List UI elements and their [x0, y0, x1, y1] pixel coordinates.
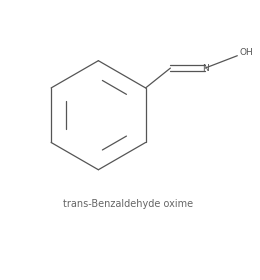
Text: N: N: [202, 64, 209, 73]
Text: trans-Benzaldehyde oxime: trans-Benzaldehyde oxime: [63, 199, 193, 209]
Text: OH: OH: [240, 48, 253, 57]
